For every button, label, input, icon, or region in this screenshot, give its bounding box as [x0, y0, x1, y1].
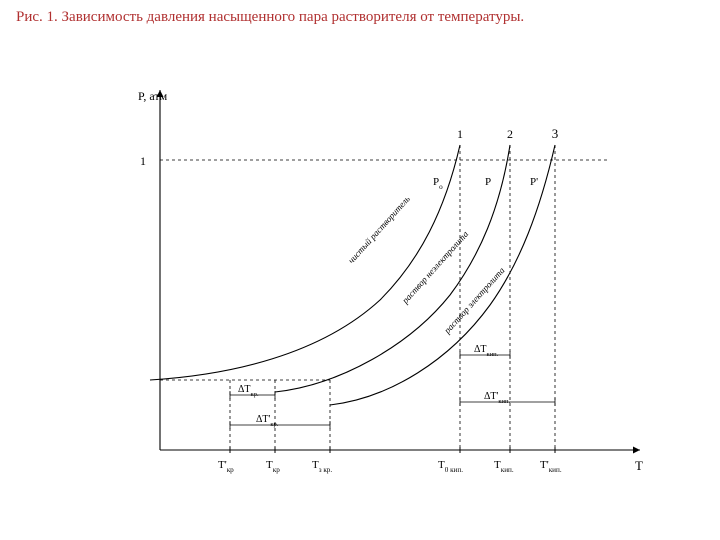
- svg-text:ΔT'кип.: ΔT'кип.: [484, 391, 510, 405]
- svg-text:Tкр: Tкр: [266, 459, 280, 474]
- chart: P, атмT1123PoPP'чистый растворительраств…: [80, 80, 660, 510]
- figure-caption: Рис. 1. Зависимость давления насыщенного…: [16, 8, 704, 26]
- svg-text:ΔTкр.: ΔTкр.: [238, 384, 259, 398]
- svg-text:3: 3: [552, 126, 559, 141]
- svg-text:T: T: [635, 458, 643, 473]
- page: Рис. 1. Зависимость давления насыщенного…: [0, 0, 720, 540]
- svg-text:Tкип.: Tкип.: [494, 459, 514, 474]
- svg-text:P: P: [485, 176, 491, 188]
- svg-text:T'кр: T'кр: [218, 459, 234, 474]
- svg-text:T0 кип.: T0 кип.: [438, 459, 463, 474]
- svg-text:Po: Po: [433, 176, 443, 191]
- svg-text:чистый растворитель: чистый растворитель: [346, 194, 412, 266]
- svg-text:P': P': [530, 176, 538, 188]
- svg-text:P, атм: P, атм: [138, 89, 168, 103]
- svg-text:1: 1: [457, 127, 463, 141]
- svg-text:1: 1: [140, 154, 146, 168]
- svg-text:Tз кр.: Tз кр.: [312, 459, 332, 474]
- svg-text:ΔTкип.: ΔTкип.: [474, 344, 499, 358]
- svg-text:2: 2: [507, 127, 513, 141]
- chart-svg: P, атмT1123PoPP'чистый растворительраств…: [80, 80, 660, 510]
- svg-text:T'кип.: T'кип.: [540, 459, 562, 474]
